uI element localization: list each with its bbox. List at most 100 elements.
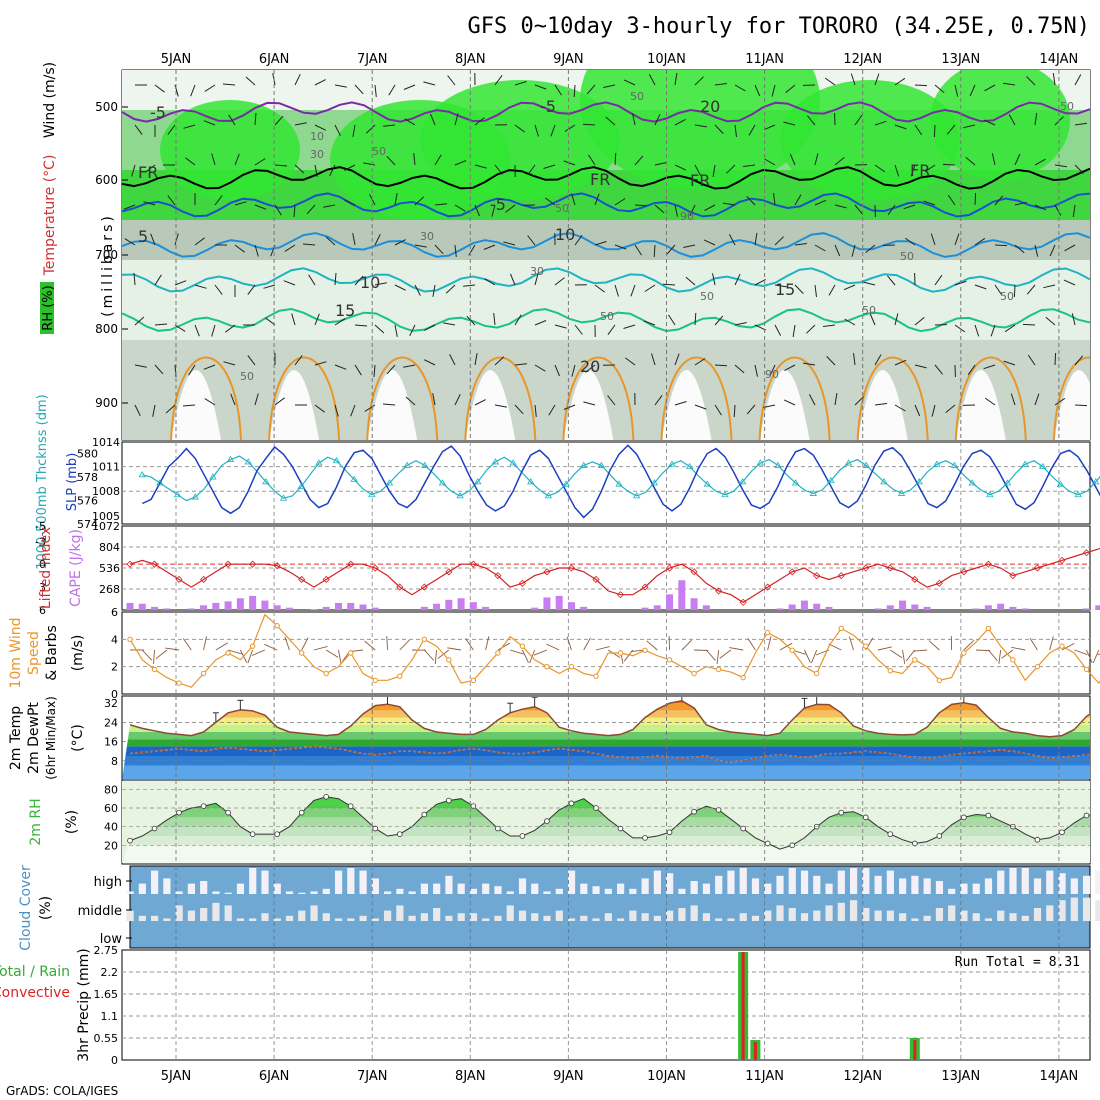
thickness-marker [580, 461, 588, 468]
temp-ylabel-2: 2m DewPt [26, 702, 42, 774]
li-marker [715, 587, 723, 595]
rh-contour-label: 10 [310, 130, 324, 143]
wind-barb [274, 115, 284, 126]
cape-tick-1072: 1072 [92, 520, 120, 533]
cape-bar [567, 602, 575, 610]
bottom-date-0: 5JAN [161, 1069, 192, 1084]
li-marker [935, 579, 943, 587]
surface-wind-barb [215, 642, 229, 651]
wind-barb [222, 83, 236, 86]
wind-barb [585, 364, 596, 373]
cape-bar [580, 606, 588, 610]
wind-barb [914, 404, 921, 417]
cloud-cell-high [273, 883, 281, 894]
cloud-cell-high [666, 873, 674, 894]
rh-contour-label: 90 [765, 368, 779, 381]
chart-title: GFS 0~10day 3-hourly for TORORO (34.25E,… [467, 14, 1090, 39]
wind-barb [294, 355, 303, 366]
cloud-cell-high [653, 870, 661, 894]
cape-bar [187, 608, 195, 610]
li-marker [494, 572, 502, 580]
surface-wind-barb [521, 649, 529, 663]
wind-speed-marker [936, 677, 943, 684]
thickness-marker [1092, 478, 1100, 485]
wind-speed-marker [249, 643, 256, 649]
cape-bar [322, 606, 330, 610]
cloud-level-high: high [94, 875, 122, 890]
wind-barb [274, 204, 282, 216]
wind-speed-marker [127, 636, 133, 643]
cloud-cell-high [580, 883, 588, 894]
wind-barb [183, 124, 196, 129]
wind-barb [654, 162, 667, 166]
cloud-cell-high [948, 888, 956, 894]
wind-barb [963, 124, 976, 129]
thickness-tick-576: 576 [77, 495, 98, 508]
wind-barb [1013, 284, 1016, 298]
wind-barb [914, 317, 925, 326]
rh-marker [961, 814, 967, 821]
wind-barb [914, 84, 928, 87]
cloud-cell-high [175, 891, 183, 894]
wind-barb [527, 164, 536, 175]
li-marker [665, 564, 674, 572]
warm-loop-8 [954, 356, 1027, 440]
cloud-cell-high [1095, 870, 1100, 894]
cloud-cell-high [776, 875, 784, 894]
thickness-marker [562, 480, 570, 487]
thickness-marker [862, 461, 870, 468]
cloud-cell-high [506, 891, 514, 894]
wind-barb [967, 364, 976, 376]
isotherm-0 [122, 101, 1090, 123]
thickness-marker [738, 478, 747, 485]
wind-barb [689, 204, 696, 217]
wind-barb [554, 324, 567, 329]
rh-marker [347, 803, 354, 809]
cloud-cell-high [518, 878, 527, 894]
wind-barb [694, 312, 697, 326]
isotherm-label: 15 [775, 280, 795, 299]
wind-barb [152, 404, 156, 417]
wind-barb [514, 124, 525, 133]
cloud-cell-middle [531, 913, 539, 921]
wind-barb [474, 353, 478, 366]
thickness-marker [509, 459, 517, 466]
wind-ylabel-2: Speed [26, 631, 42, 675]
cape-bar [788, 604, 796, 610]
wind-barb [554, 277, 565, 286]
precip-run-total-label: Run Total = 8.31 [955, 955, 1080, 970]
wind-barb [194, 237, 205, 246]
surface-wind-barb [1092, 649, 1100, 664]
rh-marker [127, 837, 133, 844]
wind-barb [214, 284, 223, 295]
li-marker [126, 560, 134, 568]
precip-conv-bar [753, 1042, 757, 1060]
slp-line [141, 444, 1100, 519]
cloud-cell-high [849, 868, 858, 894]
thickness-marker [933, 460, 941, 467]
wind-barb [182, 404, 196, 407]
wind-barb [314, 313, 320, 326]
cape-bar [273, 605, 281, 610]
cloud-cell-high [813, 875, 821, 894]
surface-wind-barb [386, 635, 388, 651]
wind-barb [834, 157, 845, 166]
wind-barb [491, 204, 496, 217]
thickness-tick-578: 578 [77, 471, 98, 484]
thickness-marker [368, 490, 376, 498]
cloud-cell-high [347, 868, 355, 894]
wind-barb [254, 158, 266, 166]
wind-barb [203, 120, 216, 126]
wind-speed-marker [814, 670, 820, 677]
cape-tick-536: 536 [99, 562, 120, 575]
wind-barb [484, 278, 496, 286]
thickness-marker [615, 480, 623, 487]
cloud-cell-high [800, 870, 809, 894]
thickness-marker [191, 493, 199, 500]
cloud-cell-high [285, 891, 294, 894]
bottom-date-6: 11JAN [745, 1069, 784, 1084]
wind-speed-marker [323, 670, 329, 677]
rh-color-band-2 [122, 826, 1090, 836]
rh-marker [936, 833, 943, 839]
thickness-marker [968, 479, 976, 486]
